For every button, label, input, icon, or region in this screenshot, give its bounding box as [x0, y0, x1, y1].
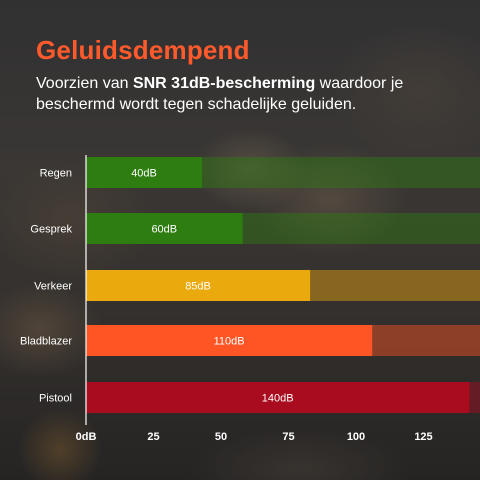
category-label-pistool: Pistool: [39, 393, 72, 405]
bar-pistool: [86, 382, 470, 413]
subtitle-text-end: waardoor je beschermd wordt tegen schade…: [36, 75, 404, 113]
x-tick-label: 25: [147, 431, 159, 443]
subtitle-text-start: Voorzien van: [36, 75, 133, 92]
bar-value-label-verkeer: 85dB: [185, 281, 211, 293]
x-tick-label: 50: [215, 431, 227, 443]
page-title: Geluidsdempend: [36, 35, 250, 65]
bar-regen: [86, 157, 203, 188]
category-label-gesprek: Gesprek: [30, 224, 72, 236]
x-tick-label: 100: [347, 431, 365, 443]
category-label-bladblazer: Bladblazer: [20, 336, 72, 348]
category-label-regen: Regen: [40, 168, 72, 180]
x-tick-label: 0dB: [76, 431, 97, 443]
x-tick-label: 125: [414, 431, 432, 443]
bar-value-label-gesprek: 60dB: [151, 224, 177, 236]
bar-value-label-pistool: 140dB: [262, 393, 294, 405]
x-tick-label: 75: [282, 431, 294, 443]
bar-value-label-regen: 40dB: [131, 168, 157, 180]
bar-verkeer: [86, 270, 311, 301]
bar-bladblazer: [86, 325, 373, 356]
subtitle-highlight: SNR 31dB-bescherming: [132, 75, 316, 92]
category-label-verkeer: Verkeer: [34, 281, 72, 293]
bar-value-label-bladblazer: 110dB: [214, 336, 245, 348]
page-subtitle: Voorzien van SNR 31dB-bescherming waardo…: [36, 73, 466, 115]
bar-gesprek: [86, 213, 243, 244]
